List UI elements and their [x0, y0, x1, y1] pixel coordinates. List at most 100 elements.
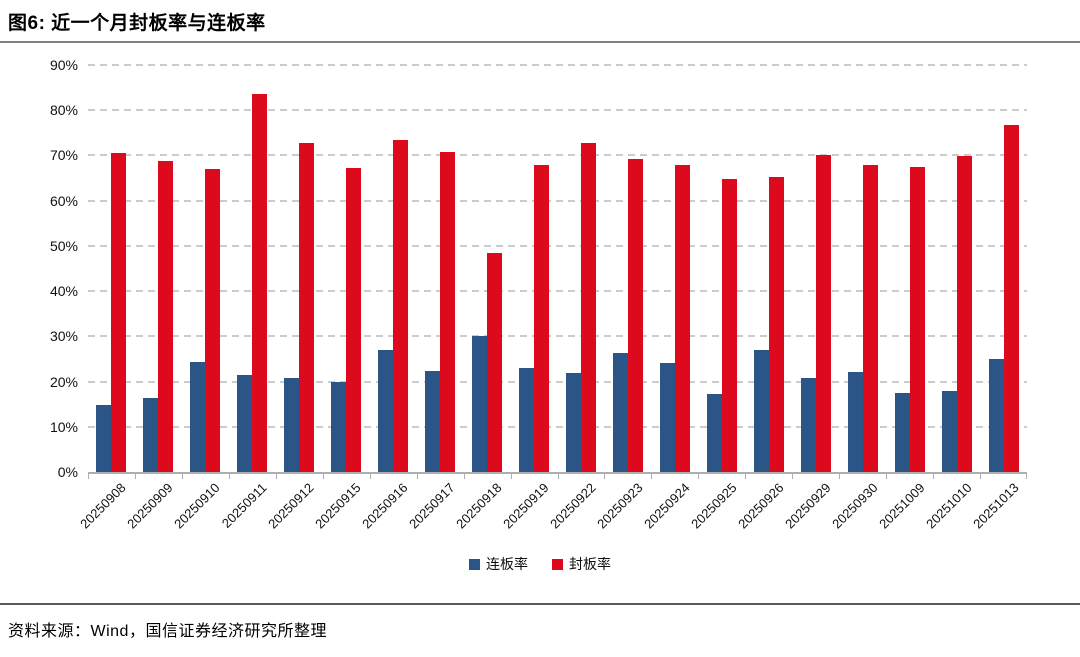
x-axis-tick — [88, 474, 89, 479]
bar-lianbanlv — [284, 377, 300, 472]
bar-fengbanlv — [674, 164, 690, 472]
x-axis-label: 20250923 — [594, 480, 646, 532]
y-axis-label: 20% — [49, 373, 78, 390]
footer-divider — [0, 603, 1080, 605]
bar-lianbanlv — [237, 374, 253, 472]
bar-lianbanlv — [847, 372, 863, 472]
x-axis-tick — [604, 474, 606, 479]
bar-fengbanlv — [1003, 124, 1019, 472]
x-axis-label: 20251013 — [969, 480, 1022, 532]
y-axis-label: 30% — [49, 328, 78, 345]
x-axis-label: 20250922 — [547, 480, 599, 532]
bar-lianbanlv — [753, 350, 769, 472]
bar-fengbanlv — [252, 94, 268, 472]
bar-lianbanlv — [941, 390, 957, 472]
x-axis-tick — [651, 474, 653, 479]
x-axis-tick — [980, 474, 982, 479]
plot-area: 0% 10% 20% 30% 40% 50% 60% 70% 80% 90% 20250908 202… — [50, 57, 1027, 532]
x-axis-label: 20250911 — [219, 480, 270, 531]
x-axis-label: 20251010 — [922, 480, 975, 532]
x-axis-label: 20250908 — [77, 480, 130, 532]
x-axis-tick — [933, 474, 935, 479]
bar-lianbanlv — [519, 367, 535, 472]
x-axis-tick — [275, 474, 277, 479]
x-axis-tick — [1026, 474, 1027, 479]
chart-legend: 连板率 封板率 — [0, 554, 1080, 574]
bar-lianbanlv — [659, 363, 675, 472]
bar-fengbanlv — [768, 177, 784, 472]
y-axis-label: 60% — [49, 192, 78, 209]
gridline — [88, 380, 1027, 383]
bar-lianbanlv — [988, 358, 1004, 472]
bar-fengbanlv — [956, 155, 972, 472]
bar-lianbanlv — [565, 372, 581, 472]
gridline — [88, 425, 1027, 428]
x-axis-tick — [322, 474, 324, 479]
bar-fengbanlv — [487, 252, 503, 472]
y-axis-label: 90% — [49, 57, 78, 73]
x-axis-label: 20250926 — [734, 480, 787, 532]
x-axis-tick — [134, 474, 136, 479]
bar-lianbanlv — [143, 398, 159, 472]
figure-title: 图6: 近一个月封板率与连板率 — [8, 13, 266, 34]
gridline — [88, 109, 1027, 112]
bar-fengbanlv — [158, 161, 174, 472]
bar-fengbanlv — [721, 178, 737, 472]
x-axis-label: 20250912 — [265, 480, 317, 532]
x-axis-label: 20250916 — [359, 480, 411, 532]
bar-fengbanlv — [205, 169, 221, 472]
gridline — [88, 335, 1027, 338]
bar-lianbanlv — [425, 370, 441, 472]
gridline — [88, 154, 1027, 157]
x-axis-label: 20250918 — [453, 480, 505, 532]
x-axis-tick — [745, 474, 747, 479]
bar-lianbanlv — [378, 350, 394, 472]
gridline — [88, 290, 1027, 293]
x-axis-tick — [886, 474, 888, 479]
bar-fengbanlv — [346, 168, 362, 472]
y-axis-label: 50% — [49, 237, 78, 254]
x-axis-label: 20250930 — [828, 480, 881, 532]
x-axis-tick — [792, 474, 794, 479]
bar-fengbanlv — [815, 155, 831, 472]
legend-label: 连板率 — [486, 556, 528, 572]
title-divider — [0, 41, 1080, 43]
x-axis-tick — [181, 474, 183, 479]
bar-lianbanlv — [472, 336, 488, 472]
x-axis-tick — [698, 474, 700, 479]
x-axis-label: 20250929 — [781, 480, 834, 532]
x-axis-label: 20250919 — [500, 480, 552, 532]
x-axis-tick — [510, 474, 512, 479]
bar-fengbanlv — [909, 166, 925, 472]
gridline — [88, 64, 1027, 66]
gridline — [88, 244, 1027, 247]
x-axis-label: 20250925 — [687, 480, 740, 532]
bar-fengbanlv — [862, 165, 878, 472]
bar-lianbanlv — [800, 378, 816, 472]
y-axis-label: 40% — [49, 283, 78, 300]
bar-fengbanlv — [393, 139, 409, 472]
x-axis-tick — [839, 474, 841, 479]
bar-fengbanlv — [627, 158, 643, 472]
x-axis-label: 20250924 — [640, 480, 693, 532]
bar-fengbanlv — [440, 151, 456, 472]
bar-lianbanlv — [190, 362, 206, 472]
x-axis-label: 20250917 — [406, 480, 458, 532]
x-axis-label: 20251009 — [875, 480, 928, 532]
bar-lianbanlv — [96, 405, 112, 472]
bar-fengbanlv — [111, 153, 127, 472]
x-axis-tick — [228, 474, 230, 479]
bar-lianbanlv — [331, 381, 347, 472]
legend-item-fengbanlv: 封板率 — [552, 554, 611, 574]
bar-fengbanlv — [299, 142, 315, 472]
gridline — [88, 199, 1027, 202]
x-axis-label: 20250915 — [312, 480, 364, 532]
legend-swatch-blue — [469, 558, 480, 570]
bar-fengbanlv — [580, 143, 596, 472]
y-axis-label: 80% — [49, 102, 78, 119]
data-source-note: 资料来源：Wind，国信证券经济研究所整理 — [8, 623, 327, 640]
bar-fengbanlv — [534, 165, 550, 472]
x-axis-tick — [416, 474, 418, 479]
bar-lianbanlv — [612, 352, 628, 472]
